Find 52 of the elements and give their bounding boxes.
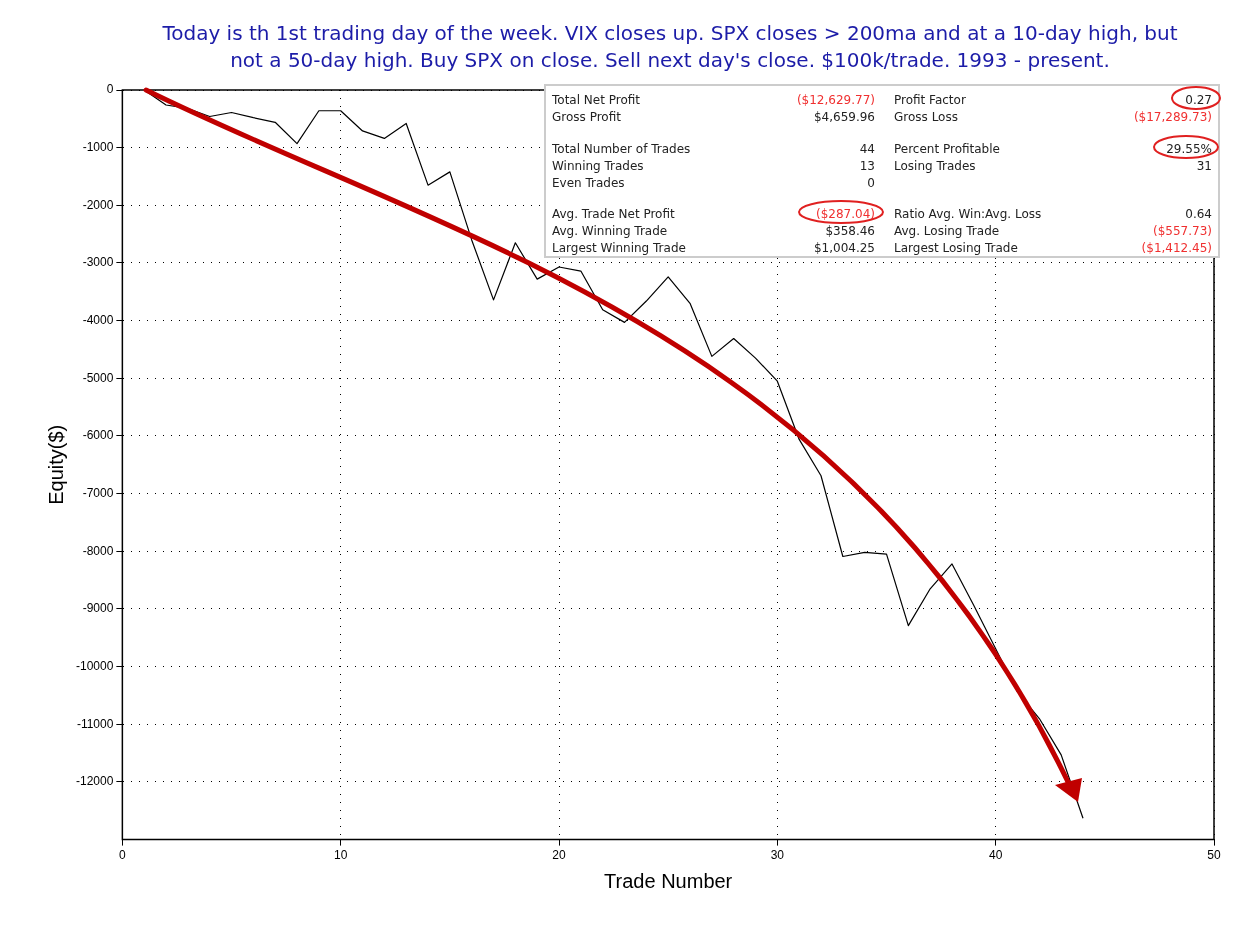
annotation: ($12,629.77): [796, 93, 875, 107]
annotation: Winning Trades: [552, 159, 644, 173]
y-axis-title: Equity($): [44, 424, 67, 505]
x-tick-label: 30: [770, 848, 785, 863]
annotation: ($17,289.73): [1133, 110, 1212, 124]
y-tick-label: -7000: [82, 485, 114, 500]
x-tick-label: 10: [334, 848, 348, 863]
annotation: Total Net Profit: [552, 93, 641, 107]
annotation: 31: [1196, 159, 1212, 173]
annotation: 0.27: [1185, 93, 1212, 107]
annotation: $358.46: [825, 224, 875, 238]
y-tick-label: -8000: [82, 543, 114, 558]
y-tick-label: -10000: [75, 658, 114, 673]
annotation: Largest Losing Trade: [894, 241, 1018, 255]
annotation: Avg. Trade Net Profit: [552, 207, 675, 221]
annotation: Ratio Avg. Win:Avg. Loss: [894, 207, 1042, 221]
annotation: Percent Profitable: [894, 142, 1000, 156]
annotation: Largest Winning Trade: [552, 241, 686, 255]
annotation: Profit Factor: [894, 93, 966, 107]
x-tick-label: 0: [119, 848, 127, 863]
annotation: Even Trades: [552, 176, 625, 190]
y-tick-label: -2000: [82, 197, 114, 212]
y-tick-label: 0: [106, 82, 114, 97]
y-tick-label: -4000: [82, 312, 114, 327]
annotation: 0.64: [1185, 207, 1212, 221]
annotation: Gross Loss: [894, 110, 958, 124]
annotation: $1,004.25: [813, 241, 875, 255]
annotation: ($1,412.45): [1141, 241, 1212, 255]
y-tick-label: -11000: [76, 716, 114, 731]
annotation: Avg. Winning Trade: [552, 224, 668, 238]
annotation: Gross Profit: [552, 110, 621, 124]
x-axis-title: Trade Number: [604, 869, 733, 892]
annotation: 29.55%: [1166, 142, 1212, 156]
annotation: $4,659.96: [813, 110, 875, 124]
chart-title: Today is th 1st trading day of the week. VIX closes up. SPX closes > 200ma and at a 10-day high, but not a 50-day high. Buy SPX on close. Sell next day's close. $100k/trade. 1993 - present.: [161, 20, 1179, 74]
y-tick-label: -5000: [82, 370, 114, 385]
y-tick-label: -9000: [82, 601, 114, 616]
annotation: Avg. Losing Trade: [894, 224, 1000, 238]
annotation: 13: [859, 159, 875, 173]
annotation: Losing Trades: [894, 159, 976, 173]
x-tick-label: 50: [1207, 848, 1221, 863]
annotation: ($287.04): [816, 207, 875, 221]
y-tick-label: -12000: [75, 774, 114, 789]
x-tick-label: 40: [988, 848, 1003, 863]
annotation: 0: [867, 176, 875, 190]
annotation: 44: [859, 142, 875, 156]
y-tick-label: -1000: [82, 139, 114, 154]
annotation: ($557.73): [1153, 224, 1212, 238]
annotation: Total Number of Trades: [552, 142, 691, 156]
y-tick-label: -3000: [82, 255, 114, 270]
y-tick-label: -6000: [82, 428, 114, 443]
x-tick-label: 20: [552, 848, 567, 863]
